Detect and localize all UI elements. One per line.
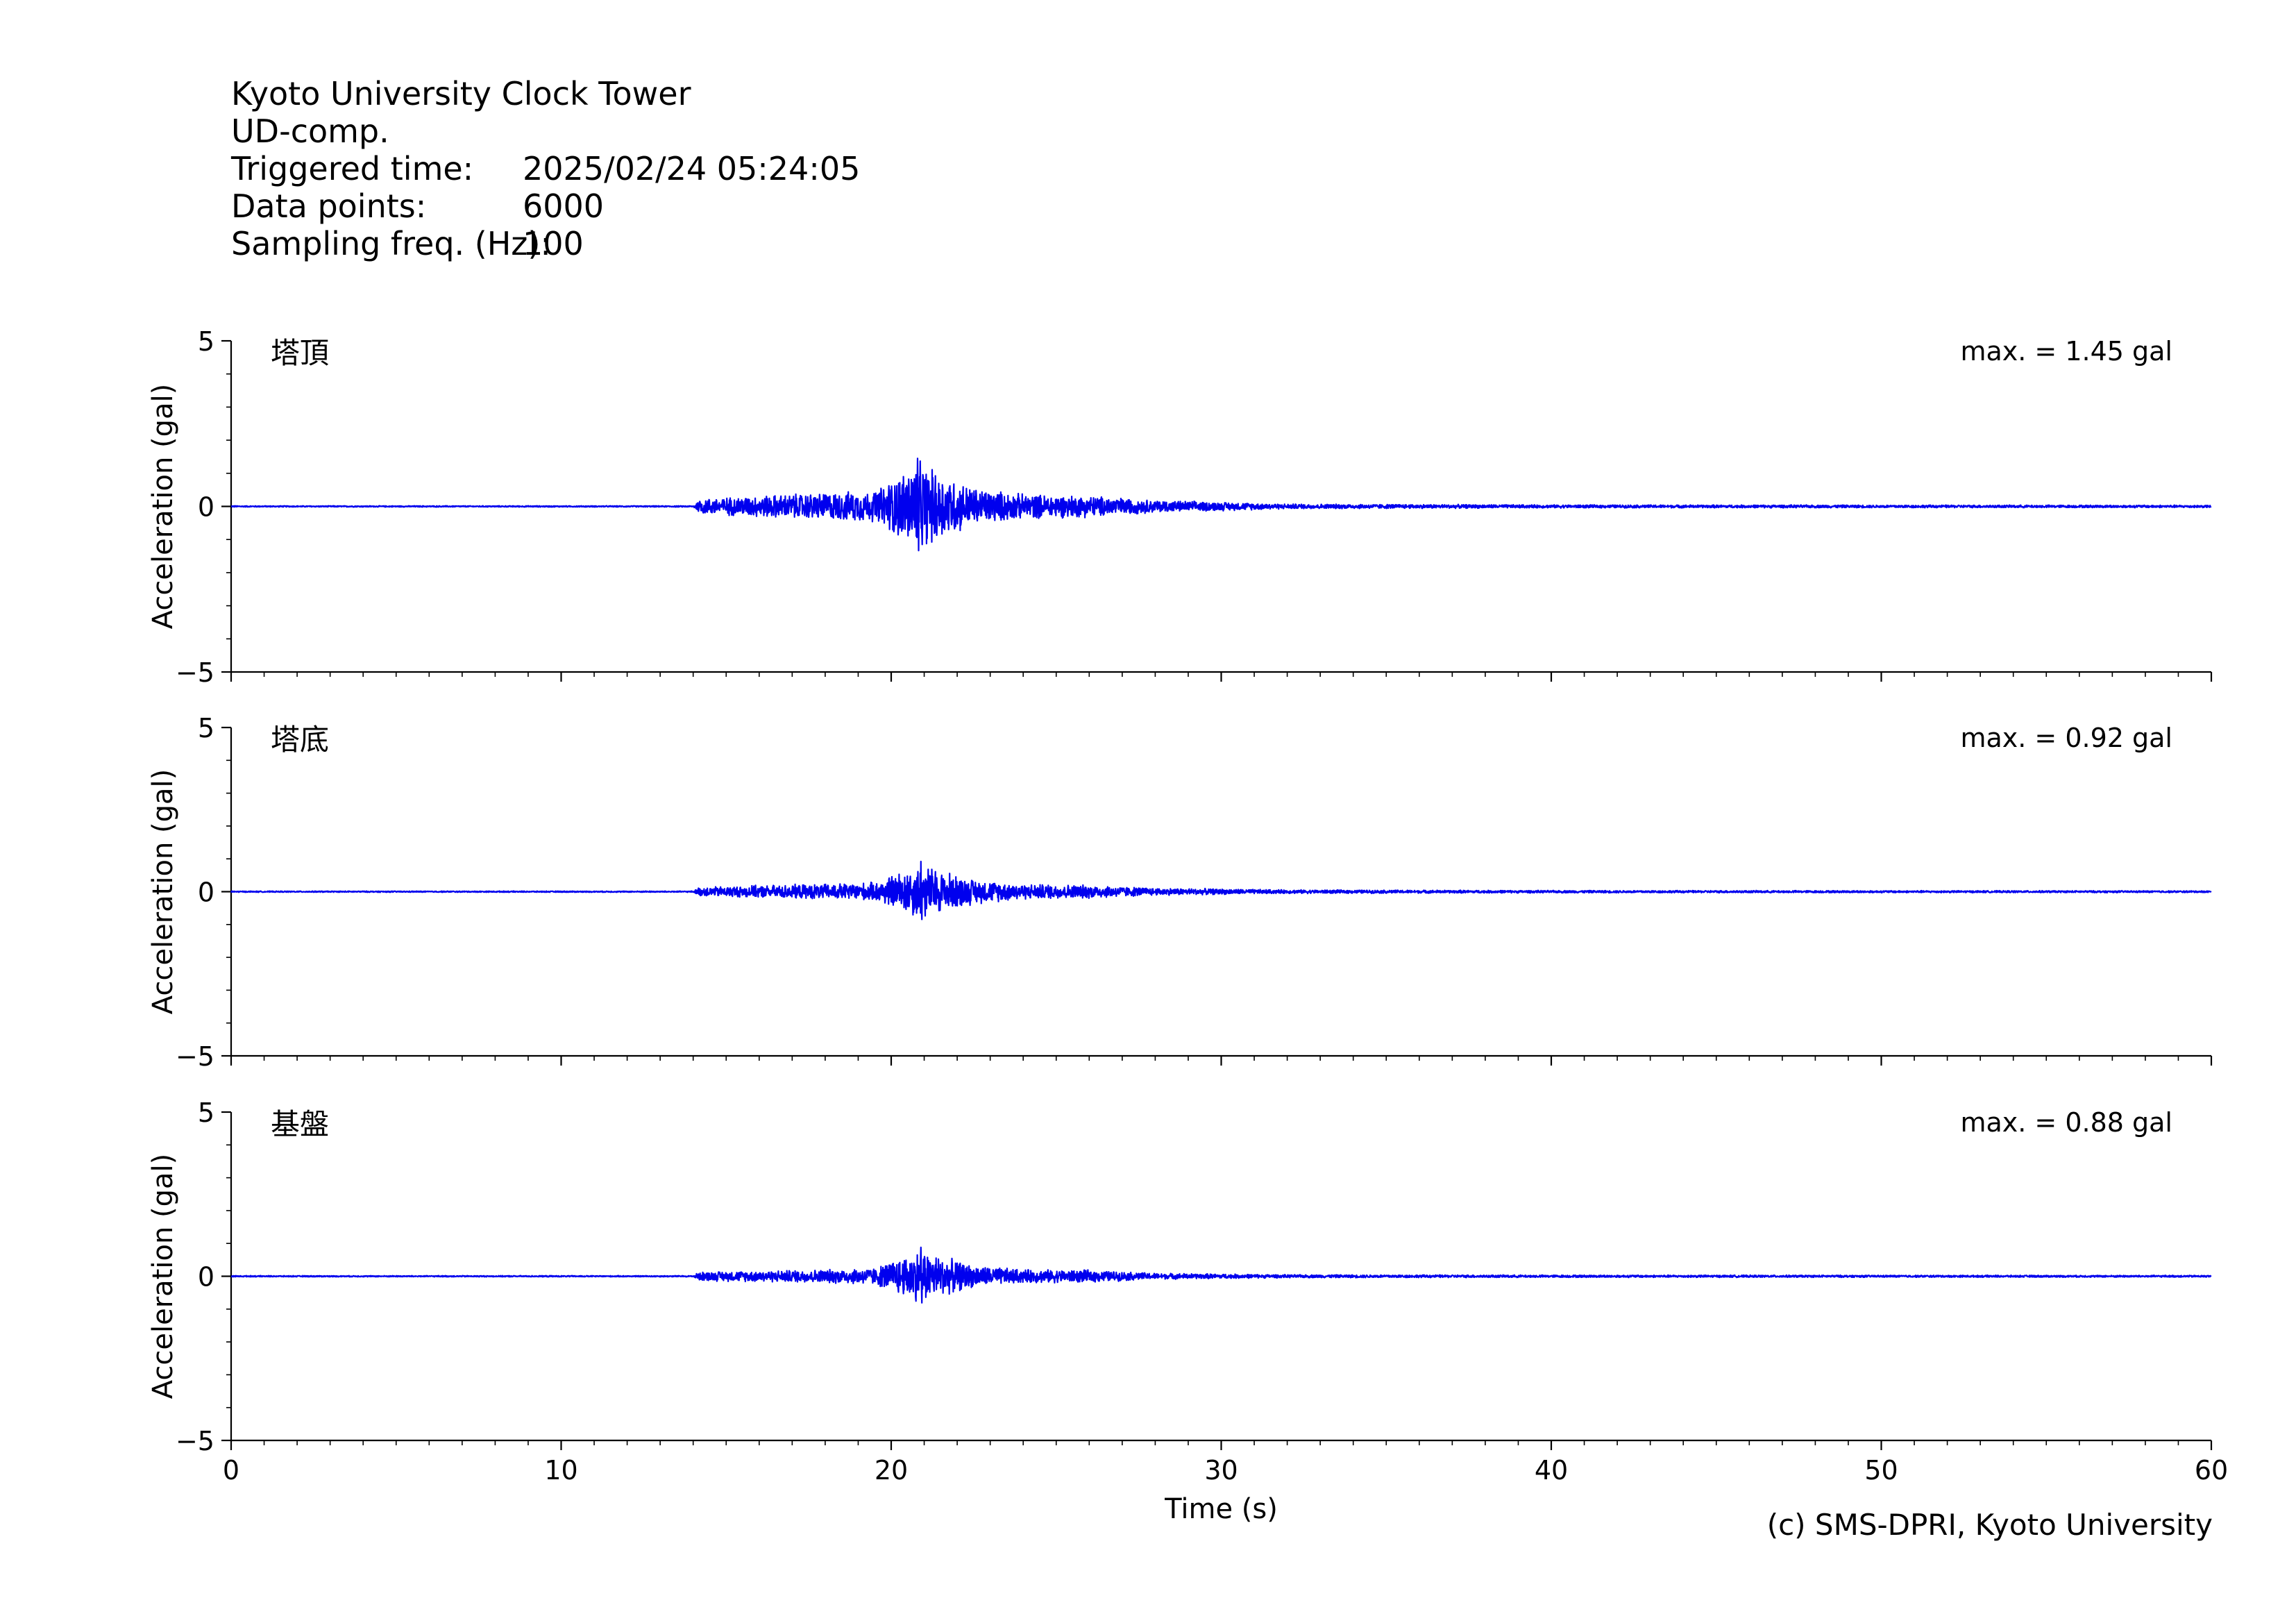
panel-label: 塔頂 <box>271 336 329 370</box>
triggered-time-row: Triggered time: 2025/02/24 05:24:05 <box>231 150 860 187</box>
y-axis-label: Acceleration (gal) <box>147 769 179 1015</box>
x-tick-label: 20 <box>875 1455 908 1486</box>
data-points-value: 6000 <box>523 187 605 225</box>
panel-label: 基盤 <box>271 1107 329 1141</box>
y-axis-label: Acceleration (gal) <box>147 1154 179 1399</box>
y-tick-label: −5 <box>176 657 214 688</box>
x-tick-label: 30 <box>1204 1455 1238 1486</box>
y-tick-label: 5 <box>198 1098 214 1128</box>
y-tick-label: 0 <box>198 1262 214 1293</box>
triggered-time-label: Triggered time: <box>231 150 474 187</box>
sampling-freq-value: 100 <box>523 225 584 262</box>
component-label: UD-comp. <box>231 112 389 150</box>
max-annotation: max. = 0.92 gal <box>1960 723 2172 753</box>
y-tick-label: 5 <box>198 326 214 357</box>
panel-label: 塔底 <box>271 723 329 757</box>
triggered-time-value: 2025/02/24 05:24:05 <box>523 150 861 187</box>
y-tick-label: −5 <box>176 1426 214 1456</box>
x-tick-label: 60 <box>2195 1455 2228 1486</box>
acceleration-trace <box>230 457 2212 552</box>
data-points-label: Data points: <box>231 187 427 225</box>
x-tick-label: 0 <box>223 1455 239 1486</box>
x-axis-label: Time (s) <box>1164 1493 1278 1525</box>
y-tick-label: 5 <box>198 713 214 743</box>
y-axis-label: Acceleration (gal) <box>147 384 179 630</box>
x-tick-label: 10 <box>544 1455 577 1486</box>
data-points-row: Data points: 6000 <box>231 187 860 225</box>
max-annotation: max. = 1.45 gal <box>1960 336 2172 367</box>
sampling-freq-label: Sampling freq. (Hz): <box>231 225 551 262</box>
sampling-freq-row: Sampling freq. (Hz):100 <box>231 225 860 262</box>
y-tick-label: −5 <box>176 1041 214 1072</box>
max-annotation: max. = 0.88 gal <box>1960 1107 2172 1138</box>
acceleration-trace <box>230 860 2212 920</box>
station-name: Kyoto University Clock Tower <box>231 75 691 112</box>
acceleration-panel-2: −5 0 5 Acceleration (gal) 塔底 max. = 0.92 gal <box>147 713 2213 1072</box>
record-header: Kyoto University Clock Tower UD-comp. Tr… <box>231 75 860 262</box>
copyright-credit: (c) SMS-DPRI, Kyoto University <box>1766 1508 2213 1542</box>
y-tick-label: 0 <box>198 492 214 523</box>
acceleration-trace <box>230 1246 2212 1304</box>
x-tick-label: 40 <box>1535 1455 1568 1486</box>
acceleration-panel-1: −5 0 5 Acceleration (gal) 塔頂 max. = 1.45 gal <box>147 326 2213 688</box>
y-tick-label: 0 <box>198 877 214 908</box>
x-tick-label: 50 <box>1864 1455 1898 1486</box>
